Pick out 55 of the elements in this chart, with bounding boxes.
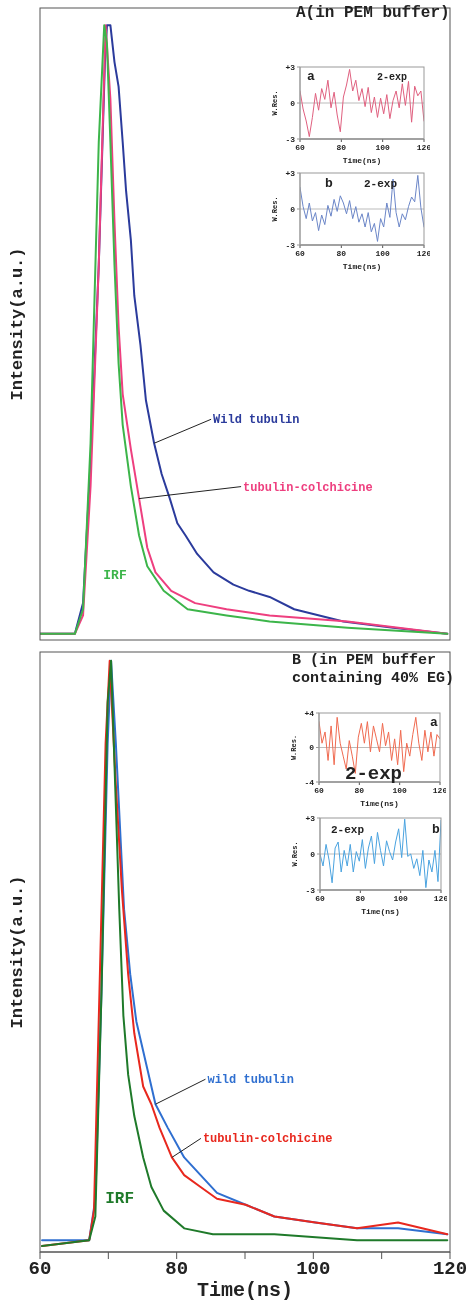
annotation: 2-exp [364,178,398,190]
y-axis-title: Intensity(a.u.) [8,247,27,401]
series-label: IRF [103,568,127,584]
x-tick-label: 60 [295,142,305,152]
y-tick-label: +3 [285,168,296,178]
annotation: b [432,822,440,837]
annotation: 2-exp [377,72,408,83]
text: Wild tubulin [213,413,300,428]
x-axis-title: Time(ns) [342,262,382,271]
x-tick-label: 80 [336,248,347,258]
text: tubulin-colchicine [202,1132,333,1147]
x-axis-title: Time(ns) [342,156,382,165]
x-tick-label: 60 [295,248,305,258]
y-axis-title: Intensity(a.u.) [8,875,27,1029]
annotation: a [430,715,438,730]
x-tick-label: 120 [416,142,432,152]
text: wild tubulin [207,1073,294,1088]
y-tick-label: +3 [305,813,316,823]
y-tick-label: -4 [304,777,315,787]
x-tick-label: 120 [433,893,449,903]
x-tick-label: 100 [392,785,408,795]
x-tick-label: 120 [432,1258,468,1281]
text: tubulin-colchicine [243,480,373,495]
y-tick-label: +4 [304,708,315,718]
chart-title: A(in PEM buffer) [296,4,451,24]
y-tick-label: 0 [290,98,296,108]
x-tick-label: 80 [165,1258,189,1281]
x-axis-title: Time(ns) [361,907,400,916]
y-tick-label: -3 [285,240,296,250]
x-axis-title: Time(ns) [196,1279,294,1302]
annotation: 2-exp [345,763,403,785]
x-tick-label: 60 [28,1258,52,1281]
series-label: IRF [105,1190,134,1209]
x-tick-label: 80 [355,893,366,903]
x-tick-label: 120 [432,785,448,795]
y-tick-label: 0 [310,849,316,859]
x-axis-title: Time(ns) [360,799,399,808]
x-tick-label: 60 [315,893,325,903]
annotation: 2-exp [331,824,365,836]
x-tick-label: 80 [354,785,365,795]
y-tick-label: 0 [290,204,296,214]
y-tick-label: -3 [285,134,296,144]
chart-title: B (in PEM buffer containing 40% EG) [292,652,456,688]
x-tick-label: 60 [314,785,324,795]
annotation: b [325,176,333,191]
y-tick-label: +3 [285,62,296,72]
x-tick-label: 100 [375,248,391,258]
x-tick-label: 100 [296,1258,331,1281]
y-tick-label: -3 [305,885,316,895]
x-tick-label: 100 [393,893,409,903]
x-tick-label: 120 [416,248,432,258]
annotation: a [307,69,315,84]
x-tick-label: 80 [336,142,347,152]
x-tick-label: 100 [375,142,391,152]
y-tick-label: 0 [309,743,315,753]
